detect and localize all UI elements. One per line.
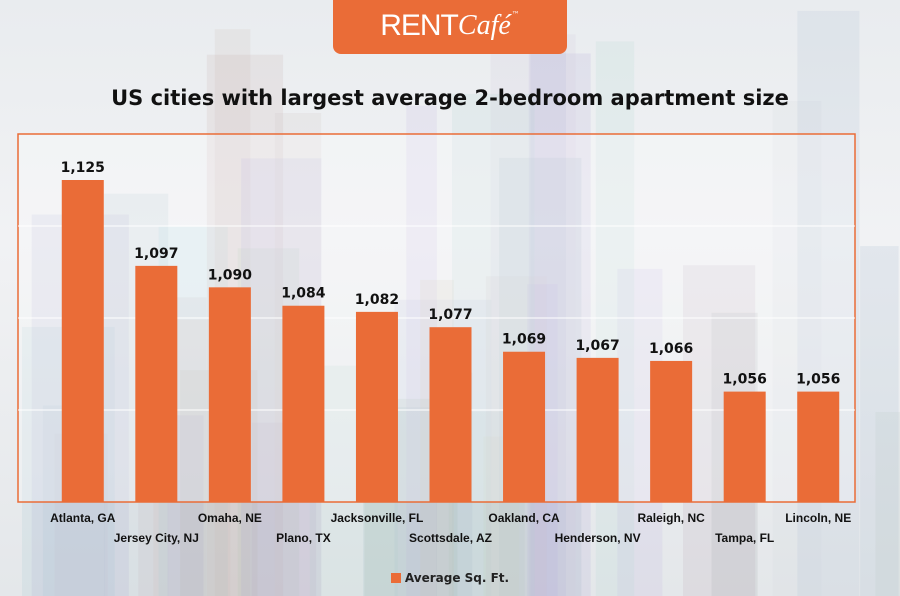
- data-label: 1,069: [502, 332, 546, 348]
- data-label: 1,082: [355, 292, 399, 308]
- bar: [503, 351, 546, 502]
- building-shape: [528, 53, 591, 596]
- x-tick-label: Omaha, NE: [198, 511, 262, 525]
- bar: [208, 287, 251, 502]
- x-tick-label: Scottsdale, AZ: [409, 531, 492, 545]
- x-tick-label: Tampa, FL: [715, 531, 774, 545]
- data-label: 1,056: [796, 372, 840, 388]
- data-label: 1,125: [61, 160, 105, 176]
- logo-rent: RENT: [380, 9, 459, 42]
- bar: [61, 180, 104, 502]
- legend-swatch: [390, 573, 401, 583]
- data-label: 1,084: [281, 286, 326, 302]
- x-tick-label: Jacksonville, FL: [331, 511, 424, 525]
- logo-trademark: ™: [511, 10, 520, 19]
- building-shape: [772, 101, 822, 596]
- bar: [797, 391, 840, 502]
- data-label: 1,067: [575, 338, 619, 354]
- building-shape: [860, 246, 899, 596]
- legend-label: Average Sq. Ft.: [404, 571, 510, 585]
- rentcafe-logo: RENT Café ™: [333, 0, 567, 54]
- x-tick-label: Lincoln, NE: [785, 511, 851, 525]
- logo-cafe: Café: [457, 10, 511, 41]
- x-tick-label: Henderson, NV: [555, 531, 641, 545]
- data-label: 1,097: [134, 246, 178, 262]
- x-tick-label: Oakland, CA: [488, 511, 560, 525]
- x-tick-label: Jersey City, NJ: [114, 531, 199, 545]
- data-label: 1,090: [208, 267, 253, 283]
- building-shape: [530, 50, 566, 596]
- bar: [650, 360, 693, 502]
- x-tick-label: Plano, TX: [276, 531, 331, 545]
- data-label: 1,066: [649, 341, 693, 357]
- data-label: 1,077: [428, 307, 472, 323]
- bar: [135, 265, 178, 502]
- building-shape: [875, 412, 900, 596]
- bar: [282, 305, 325, 502]
- bar: [355, 311, 398, 502]
- bar: [723, 391, 766, 502]
- legend: Average Sq. Ft.: [0, 571, 900, 585]
- x-tick-label: Raleigh, NC: [637, 511, 705, 525]
- data-label: 1,056: [723, 372, 767, 388]
- chart-title: US cities with largest average 2-bedroom…: [111, 86, 789, 110]
- bar: [576, 357, 619, 502]
- x-tick-label: Atlanta, GA: [50, 511, 116, 525]
- bar: [429, 327, 472, 502]
